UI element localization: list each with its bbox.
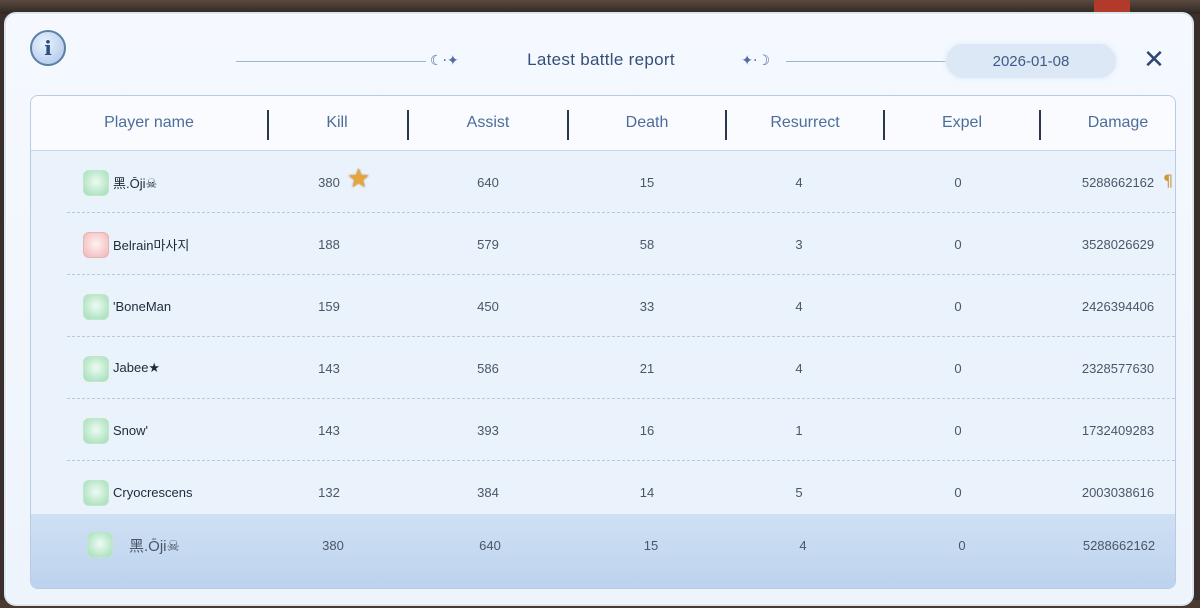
avatar: [83, 480, 109, 506]
kill-value: 380: [322, 537, 344, 553]
title-divider-right: [786, 61, 956, 62]
damage-value: 5288662162: [1082, 537, 1156, 553]
trophy-icon: ¶: [1163, 171, 1174, 190]
table-row[interactable]: Snow' 143 393 16 1 0 1732409283: [31, 399, 1175, 461]
expel-value: 0: [954, 360, 962, 376]
table-row[interactable]: Jabee★ 143 586 21 4 0 2328577630: [31, 337, 1175, 399]
star-icon: ★: [347, 164, 371, 194]
avatar: [83, 418, 109, 444]
death-value: 15: [643, 537, 659, 553]
death-value: 33: [639, 298, 655, 314]
column-separator: [725, 110, 727, 140]
death-value: 16: [639, 422, 655, 438]
resurrect-value: 4: [795, 174, 803, 190]
death-value: 58: [639, 236, 655, 252]
title-divider-left: [236, 61, 426, 62]
column-separator: [1039, 110, 1041, 140]
table-row[interactable]: Belrain마사지 188 579 58 3 0 3528026629: [31, 213, 1175, 275]
report-date: 2026-01-08: [946, 44, 1116, 78]
expel-value: 0: [954, 298, 962, 314]
avatar: [83, 294, 109, 320]
column-header-death[interactable]: Death: [625, 114, 669, 131]
resurrect-value: 4: [795, 360, 803, 376]
table-row[interactable]: 'BoneMan 159 450 33 4 0 2426394406: [31, 275, 1175, 337]
damage-value: 5288662162: [1081, 174, 1155, 190]
table-row[interactable]: Cryocrescens 132 384 14 5 0 2003038616: [31, 461, 1175, 507]
player-name: 黑.Ōji☠: [129, 537, 180, 555]
row-divider: [67, 212, 1175, 213]
column-header-damage[interactable]: Damage: [1087, 114, 1149, 131]
death-value: 21: [639, 360, 655, 376]
avatar: [83, 232, 109, 258]
kill-value: 132: [318, 484, 340, 500]
resurrect-value: 5: [795, 484, 803, 500]
moon-left-icon: ☾·✦: [430, 53, 459, 69]
assist-value: 393: [477, 422, 499, 438]
kill-value: 143: [318, 422, 340, 438]
player-name: Cryocrescens: [113, 484, 193, 500]
death-value: 15: [639, 174, 655, 190]
kill-value: 188: [318, 236, 340, 252]
assist-value: 640: [479, 537, 501, 553]
row-divider: [67, 460, 1175, 461]
column-header-expel[interactable]: Expel: [941, 114, 983, 131]
avatar: [83, 356, 109, 382]
damage-value: 2003038616: [1081, 484, 1155, 500]
player-name: Snow': [113, 422, 149, 438]
assist-value: 640: [477, 174, 499, 190]
column-separator: [567, 110, 569, 140]
moon-right-icon: ✦·☽: [741, 53, 770, 69]
player-name: Belrain마사지: [113, 237, 190, 253]
expel-value: 0: [954, 422, 962, 438]
column-header-assist[interactable]: Assist: [466, 114, 510, 131]
table-header: Player name Kill Assist Death Resurrect …: [31, 96, 1175, 151]
kill-value: 159: [318, 298, 340, 314]
damage-value: 1732409283: [1081, 422, 1155, 438]
close-icon[interactable]: ✕: [1143, 45, 1165, 75]
background-red-button: [1094, 0, 1130, 12]
player-name: 黑.Ōji☠: [113, 175, 158, 191]
info-icon[interactable]: i: [30, 30, 66, 66]
background-game-bar: [0, 0, 1200, 14]
assist-value: 579: [477, 236, 499, 252]
table-row[interactable]: 黑.Ōji☠ 380 ★ 640 15 4 0 5288662162 ¶: [31, 151, 1175, 213]
expel-value: 0: [954, 174, 962, 190]
current-player-row[interactable]: 黑.Ōji☠ 380 640 15 4 0 5288662162: [31, 514, 1175, 588]
resurrect-value: 3: [795, 236, 803, 252]
column-header-player-name[interactable]: Player name: [104, 114, 194, 131]
player-name: 'BoneMan: [113, 298, 172, 314]
expel-value: 0: [958, 537, 966, 553]
column-separator: [883, 110, 885, 140]
kill-value: 143: [318, 360, 340, 376]
resurrect-value: 1: [795, 422, 803, 438]
expel-value: 0: [954, 236, 962, 252]
row-divider: [67, 274, 1175, 275]
column-separator: [267, 110, 269, 140]
player-name: Jabee★: [113, 360, 161, 375]
avatar: [83, 170, 109, 196]
row-divider: [67, 336, 1175, 337]
page-title: Latest battle report: [527, 50, 675, 69]
column-separator: [407, 110, 409, 140]
resurrect-value: 4: [795, 298, 803, 314]
damage-value: 2328577630: [1081, 360, 1155, 376]
resurrect-value: 4: [799, 537, 807, 553]
assist-value: 586: [477, 360, 499, 376]
row-divider: [67, 398, 1175, 399]
death-value: 14: [639, 484, 655, 500]
column-header-resurrect[interactable]: Resurrect: [770, 114, 840, 131]
damage-value: 2426394406: [1081, 298, 1155, 314]
damage-value: 3528026629: [1081, 236, 1155, 252]
avatar: [87, 532, 113, 558]
expel-value: 0: [954, 484, 962, 500]
player-rows: 黑.Ōji☠ 380 ★ 640 15 4 0 5288662162 ¶ Bel…: [31, 151, 1175, 507]
assist-value: 450: [477, 298, 499, 314]
kill-value: 380: [318, 174, 340, 190]
column-header-kill[interactable]: Kill: [326, 114, 348, 131]
battle-report-table: Player name Kill Assist Death Resurrect …: [30, 95, 1176, 589]
battle-report-panel: i ☾·✦ Latest battle report ✦·☽ 2026-01-0…: [4, 12, 1194, 606]
assist-value: 384: [477, 484, 499, 500]
